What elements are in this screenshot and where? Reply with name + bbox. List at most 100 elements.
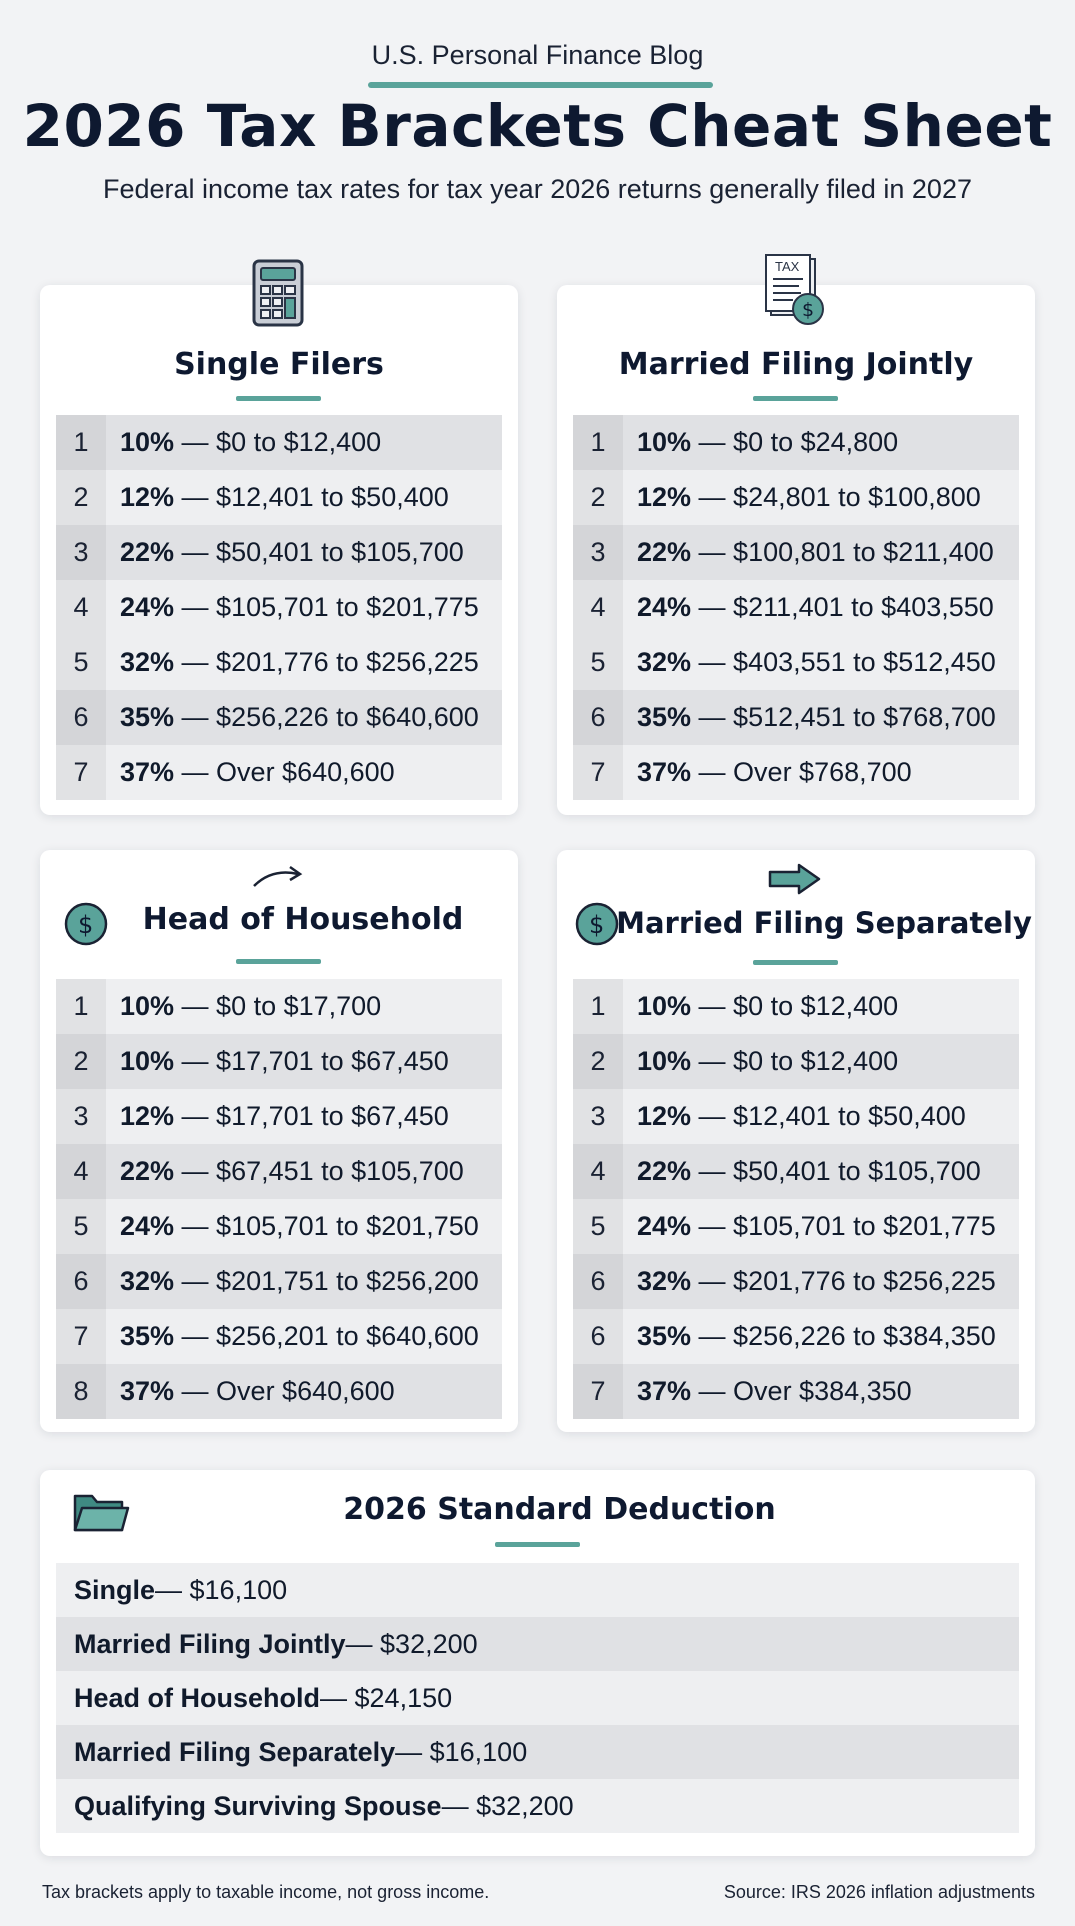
- deduction-amount: — $32,200: [441, 1790, 574, 1821]
- bracket-range: — $0 to $12,400: [691, 1046, 899, 1076]
- bracket-rate: 22%: [120, 537, 175, 567]
- bracket-rate: 10%: [120, 991, 175, 1021]
- card-head-of-household: $ Head of Household 1 10% — $0 to $17,700…: [40, 850, 518, 1432]
- title-underline: [236, 959, 321, 964]
- bracket-rate: 10%: [637, 1046, 692, 1076]
- bracket-rate: 24%: [637, 592, 692, 622]
- bracket-range: — $0 to $12,400: [174, 427, 382, 457]
- bracket-row: 2 10% — $17,701 to $67,450: [56, 1034, 502, 1089]
- bracket-range: — $67,451 to $105,700: [174, 1156, 464, 1186]
- bracket-list: 1 10% — $0 to $12,400 2 12% — $12,401 to $…: [56, 415, 502, 800]
- bracket-range: — $0 to $24,800: [691, 427, 899, 457]
- bracket-range: — Over $768,700: [691, 757, 912, 787]
- bracket-rate: 35%: [120, 1321, 175, 1351]
- bracket-number: 2: [56, 470, 106, 525]
- deduction-amount: — $16,100: [155, 1574, 288, 1605]
- bracket-row: 6 35% — $512,451 to $768,700: [573, 690, 1019, 745]
- bracket-rate: 12%: [637, 482, 692, 512]
- bracket-number: 6: [573, 690, 623, 745]
- bracket-number: 2: [573, 1034, 623, 1089]
- title-underline: [236, 396, 321, 401]
- bracket-rate: 32%: [637, 1266, 692, 1296]
- bracket-range: — $403,551 to $512,450: [691, 647, 996, 677]
- bracket-row: 1 10% — $0 to $24,800: [573, 415, 1019, 470]
- deduction-amount: — $24,150: [320, 1682, 453, 1713]
- bracket-rate: 35%: [120, 702, 175, 732]
- bracket-rate: 10%: [637, 991, 692, 1021]
- bracket-range: — $17,701 to $67,450: [174, 1046, 449, 1076]
- card-title: Married Filing Separately: [616, 906, 1032, 940]
- title-underline: [753, 960, 838, 965]
- card-title: Married Filing Jointly: [618, 347, 974, 382]
- bracket-rate: 10%: [120, 1046, 175, 1076]
- deduction-filing-status: Married Filing Separately: [74, 1736, 396, 1767]
- bracket-row: 5 32% — $403,551 to $512,450: [573, 635, 1019, 690]
- bracket-rate: 35%: [637, 1321, 692, 1351]
- bracket-number: 1: [56, 979, 106, 1034]
- bracket-range: — $105,701 to $201,775: [691, 1211, 996, 1241]
- bracket-number: 2: [573, 470, 623, 525]
- bracket-range: — $256,226 to $640,600: [174, 702, 479, 732]
- card-single-filers: Single Filers 1 10% — $0 to $12,400 2 12% …: [40, 259, 518, 815]
- card-title: 2026 Standard Deduction: [343, 1492, 776, 1527]
- bracket-rate: 35%: [637, 702, 692, 732]
- bracket-range: — $512,451 to $768,700: [691, 702, 996, 732]
- bracket-number: 3: [56, 525, 106, 580]
- bracket-rate: 12%: [120, 1101, 175, 1131]
- bracket-number: 3: [573, 525, 623, 580]
- bracket-row: 7 37% — Over $640,600: [56, 745, 502, 800]
- bracket-row: 6 32% — $201,776 to $256,225: [573, 1254, 1019, 1309]
- bracket-number: 6: [56, 1254, 106, 1309]
- bracket-row: 6 35% — $256,226 to $384,350: [573, 1309, 1019, 1364]
- arrow-right-icon: [768, 863, 821, 895]
- bracket-rate: 37%: [637, 757, 692, 787]
- bracket-range: — $12,401 to $50,400: [691, 1101, 966, 1131]
- bracket-row: 7 37% — Over $384,350: [573, 1364, 1019, 1419]
- bracket-range: — $0 to $12,400: [691, 991, 899, 1021]
- bracket-row: 1 10% — $0 to $12,400: [56, 415, 502, 470]
- bracket-range: — $17,701 to $67,450: [174, 1101, 449, 1131]
- bracket-number: 4: [56, 1144, 106, 1199]
- bracket-number: 4: [56, 580, 106, 635]
- deduction-row: Single — $16,100: [56, 1563, 1019, 1617]
- bracket-rate: 24%: [637, 1211, 692, 1241]
- bracket-range: — $105,701 to $201,775: [174, 592, 479, 622]
- bracket-row: 7 35% — $256,201 to $640,600: [56, 1309, 502, 1364]
- bracket-row: 4 22% — $50,401 to $105,700: [573, 1144, 1019, 1199]
- bracket-number: 5: [573, 1199, 623, 1254]
- bracket-rate: 37%: [120, 757, 175, 787]
- bracket-list: 1 10% — $0 to $12,400 2 10% — $0 to $12,40…: [573, 979, 1019, 1419]
- bracket-row: 3 22% — $50,401 to $105,700: [56, 525, 502, 580]
- footer-note: Tax brackets apply to taxable income, no…: [42, 1882, 490, 1902]
- bracket-number: 7: [573, 745, 623, 800]
- title-underline: [495, 1542, 580, 1547]
- card-title: Head of Household: [142, 902, 464, 937]
- bracket-number: 5: [56, 1199, 106, 1254]
- dollar-coin-icon: $: [64, 902, 108, 946]
- deduction-list: Single — $16,100 Married Filing Jointly …: [56, 1563, 1019, 1833]
- card-standard-deduction: 2026 Standard Deduction Single — $16,100…: [40, 1470, 1035, 1856]
- bracket-rate: 22%: [637, 537, 692, 567]
- bracket-row: 2 12% — $24,801 to $100,800: [573, 470, 1019, 525]
- svg-text:$: $: [589, 911, 604, 939]
- bracket-row: 5 24% — $105,701 to $201,750: [56, 1199, 502, 1254]
- bracket-row: 4 24% — $211,401 to $403,550: [573, 580, 1019, 635]
- bracket-row: 5 24% — $105,701 to $201,775: [573, 1199, 1019, 1254]
- deduction-amount: — $32,200: [345, 1628, 478, 1659]
- bracket-number: 5: [573, 635, 623, 690]
- deduction-filing-status: Married Filing Jointly: [74, 1628, 346, 1659]
- bracket-number: 8: [56, 1364, 106, 1419]
- bracket-range: — Over $640,600: [174, 1376, 395, 1406]
- bracket-number: 2: [56, 1034, 106, 1089]
- calculator-icon: [252, 259, 304, 327]
- bracket-rate: 32%: [637, 647, 692, 677]
- bracket-list: 1 10% — $0 to $24,800 2 12% — $24,801 to $…: [573, 415, 1019, 800]
- bracket-rate: 24%: [120, 1211, 175, 1241]
- footer-source: Source: IRS 2026 inflation adjustments: [723, 1882, 1035, 1902]
- bracket-row: 2 10% — $0 to $12,400: [573, 1034, 1019, 1089]
- deduction-row: Married Filing Separately — $16,100: [56, 1725, 1019, 1779]
- tax-icon-label: TAX: [775, 259, 800, 274]
- page-subtitle: Federal income tax rates for tax year 20…: [103, 174, 972, 204]
- bracket-number: 5: [56, 635, 106, 690]
- bracket-range: — $201,751 to $256,200: [174, 1266, 479, 1296]
